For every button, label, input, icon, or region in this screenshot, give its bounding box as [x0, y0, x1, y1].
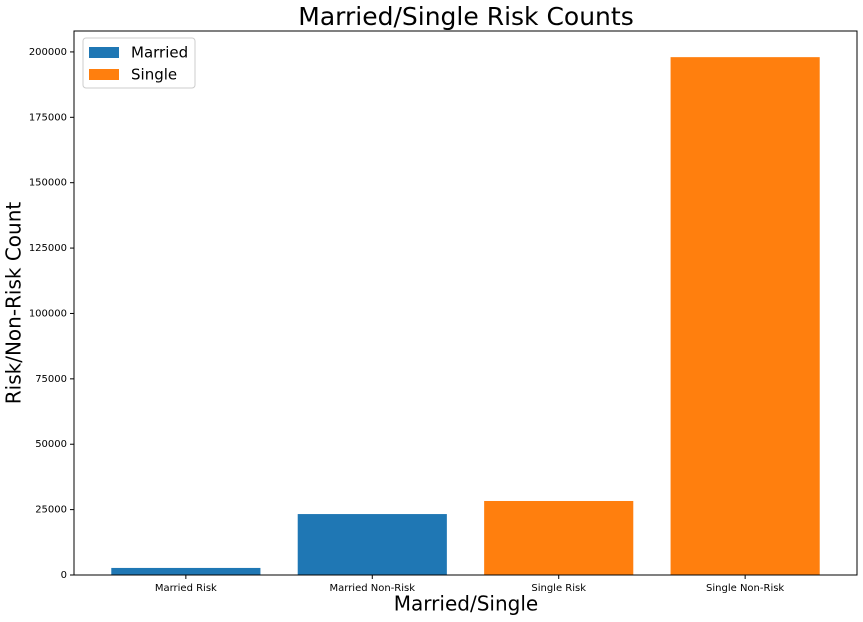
legend-label: Single [131, 66, 177, 84]
y-tick-label: 100000 [29, 308, 67, 319]
legend-swatch [89, 47, 119, 58]
y-tick-label: 0 [61, 570, 67, 581]
y-tick-label: 175000 [29, 112, 67, 123]
plot-frame [73, 30, 858, 576]
legend-label: Married [131, 44, 188, 62]
x-tick-label: Single Non-Risk [706, 583, 784, 594]
bar [670, 57, 820, 575]
chart-title: Married/Single Risk Counts [298, 2, 633, 31]
y-tick-label: 200000 [29, 47, 67, 58]
y-tick-label: 125000 [29, 243, 67, 254]
x-tick-label: Married Risk [155, 583, 217, 594]
y-tick-label: 150000 [29, 178, 67, 189]
legend-swatch [89, 69, 119, 80]
y-axis-label: Risk/Non-Risk Count [2, 202, 26, 405]
y-tick-label: 75000 [35, 374, 67, 385]
x-tick-label: Married Non-Risk [330, 583, 416, 594]
bar [484, 500, 634, 575]
bar [111, 567, 261, 575]
y-tick-label: 25000 [35, 505, 67, 516]
y-tick-label: 50000 [35, 439, 67, 450]
x-axis-label: Married/Single [394, 592, 538, 616]
x-tick-label: Single Risk [531, 583, 586, 594]
bar [297, 514, 447, 575]
